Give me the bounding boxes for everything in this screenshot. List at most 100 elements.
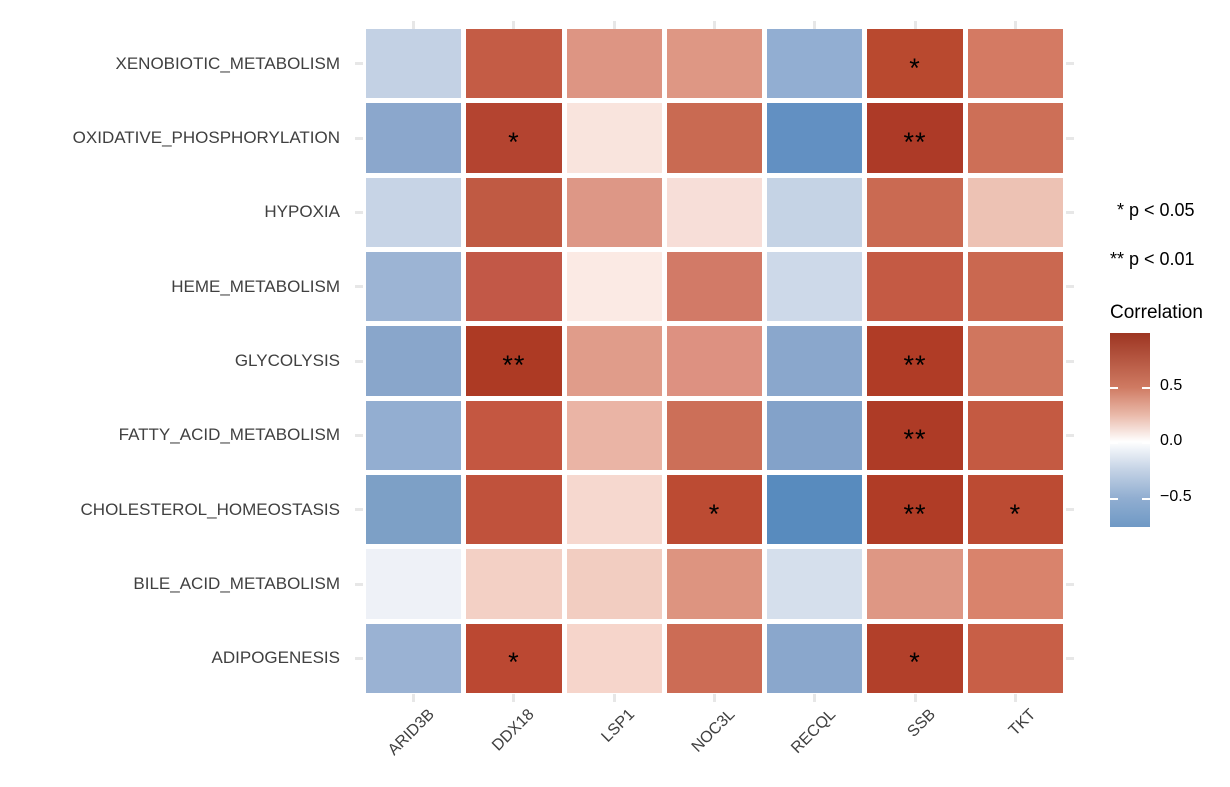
axis-tick-mark (1066, 62, 1074, 66)
pathway-label-glycolysis: GLYCOLYSIS (234, 350, 340, 370)
axis-tick-mark (412, 21, 416, 29)
pathway-label-cholesterol_homeostasis: CHOLESTEROL_HOMEOSTASIS (80, 499, 340, 519)
heatmap-cell-bile_acid_metabolism-ssb (867, 549, 963, 619)
heatmap-cell-xenobiotic_metabolism-lsp1 (566, 29, 662, 99)
axis-tick-mark (355, 433, 363, 437)
legend-sig-p05-text: p < 0.05 (1129, 200, 1195, 220)
heatmap-cell-xenobiotic_metabolism-arid3b (366, 29, 462, 99)
correlation-colorbar (1110, 333, 1150, 527)
axis-tick-mark (1066, 136, 1074, 140)
heatmap-cell-heme_metabolism-ssb (867, 252, 963, 322)
axis-tick-mark (612, 21, 616, 29)
legend-sig-p01: ** p < 0.01 (1098, 249, 1224, 270)
colorbar-tick-notch (1142, 387, 1150, 389)
pathway-axis-labels: XENOBIOTIC_METABOLISM OXIDATIVE_PHOSPHORY… (0, 29, 352, 693)
axis-tick-mark (512, 694, 516, 702)
axis-tick-mark (813, 694, 817, 702)
heatmap-cell-oxidative_phosphorylation-ddx18: * (466, 103, 562, 173)
axis-tick-mark (1013, 694, 1017, 702)
heatmap-cell-heme_metabolism-recql (767, 252, 863, 322)
pathway-label-hypoxia: HYPOXIA (264, 202, 340, 222)
heatmap-cell-heme_metabolism-tkt (967, 252, 1063, 322)
heatmap-cell-cholesterol_homeostasis-ssb: ** (867, 475, 963, 545)
heatmap-cell-heme_metabolism-arid3b (366, 252, 462, 322)
colorbar-tick-label: 0.0 (1160, 432, 1183, 449)
colorbar-tick-notch (1110, 442, 1118, 444)
heatmap-cell-heme_metabolism-noc3l (666, 252, 763, 322)
heatmap-cell-hypoxia-recql (767, 177, 863, 247)
gene-label-ddx18: DDX18 (489, 706, 538, 755)
heatmap-cell-bile_acid_metabolism-ddx18 (466, 549, 562, 619)
heatmap-cell-oxidative_phosphorylation-noc3l (666, 103, 763, 173)
heatmap-cell-glycolysis-lsp1 (566, 326, 662, 396)
axis-tick-mark (713, 694, 716, 702)
colorbar-tick-notch (1142, 442, 1150, 444)
colorbar-tick-notch (1110, 387, 1118, 389)
pathway-label-oxidative_phosphorylation: OXIDATIVE_PHOSPHORYLATION (72, 127, 340, 147)
heatmap-cell-glycolysis-noc3l (666, 326, 763, 396)
heatmap-cell-glycolysis-tkt (967, 326, 1063, 396)
colorbar-title: Correlation (1110, 302, 1203, 323)
legend-sig-p01-text: p < 0.01 (1129, 249, 1195, 269)
heatmap-cell-xenobiotic_metabolism-tkt (967, 29, 1063, 99)
heatmap-cell-adipogenesis-arid3b (366, 623, 462, 693)
heatmap-cell-hypoxia-ddx18 (466, 177, 562, 247)
heatmap-cell-fatty_acid_metabolism-recql (767, 400, 863, 470)
single-star-icon: * (1116, 200, 1124, 220)
heatmap-cell-heme_metabolism-lsp1 (566, 252, 662, 322)
heatmap-cell-adipogenesis-lsp1 (566, 623, 662, 693)
heatmap-cell-hypoxia-ssb (867, 177, 963, 247)
colorbar-tick-label: 0.5 (1160, 377, 1183, 394)
gene-label-lsp1: LSP1 (598, 706, 639, 746)
colorbar-tick-label: −0.5 (1160, 488, 1192, 505)
heatmap-cell-cholesterol_homeostasis-noc3l: * (666, 475, 763, 545)
axis-tick-mark (355, 285, 363, 289)
heatmap-cell-xenobiotic_metabolism-ddx18 (466, 29, 562, 99)
heatmap-cell-adipogenesis-ssb: * (867, 623, 963, 693)
heatmap-cell-cholesterol_homeostasis-ddx18 (466, 475, 562, 545)
heatmap-cell-bile_acid_metabolism-recql (767, 549, 863, 619)
axis-tick-mark (412, 694, 416, 702)
axis-tick-mark (813, 21, 817, 29)
pathway-label-heme_metabolism: HEME_METABOLISM (171, 276, 340, 296)
axis-tick-mark (1066, 582, 1074, 586)
gene-label-tkt: TKT (1005, 706, 1040, 740)
heatmap-panel: * * ** ** ** ** * ** * * * (366, 29, 1063, 693)
axis-tick-mark (355, 62, 363, 66)
heatmap-cell-adipogenesis-noc3l (666, 623, 763, 693)
axis-tick-mark (1013, 21, 1017, 29)
heatmap-cell-cholesterol_homeostasis-arid3b (366, 475, 462, 545)
axis-tick-mark (355, 210, 363, 214)
axis-tick-mark (913, 694, 917, 702)
axis-tick-mark (713, 21, 716, 29)
gene-label-noc3l: NOC3L (688, 706, 739, 756)
colorbar-tick-notch (1110, 498, 1118, 500)
axis-tick-mark (1066, 359, 1074, 363)
heatmap-cell-oxidative_phosphorylation-recql (767, 103, 863, 173)
axis-tick-mark (355, 508, 363, 512)
axis-tick-mark (913, 21, 917, 29)
gene-label-recql: RECQL (787, 706, 839, 758)
axis-tick-mark (355, 582, 363, 586)
heatmap-cell-oxidative_phosphorylation-arid3b (366, 103, 462, 173)
heatmap-cell-bile_acid_metabolism-arid3b (366, 549, 462, 619)
gene-label-ssb: SSB (904, 706, 940, 741)
pathway-label-fatty_acid_metabolism: FATTY_ACID_METABOLISM (118, 425, 340, 445)
heatmap-cell-glycolysis-ddx18: ** (466, 326, 562, 396)
colorbar-tick-notch (1142, 498, 1150, 500)
heatmap-cell-bile_acid_metabolism-noc3l (666, 549, 763, 619)
heatmap-cell-xenobiotic_metabolism-noc3l (666, 29, 763, 99)
heatmap-cell-fatty_acid_metabolism-tkt (967, 400, 1063, 470)
heatmap-cell-bile_acid_metabolism-lsp1 (566, 549, 662, 619)
axis-tick-mark (512, 21, 516, 29)
axis-tick-mark (1066, 210, 1074, 214)
heatmap-cell-hypoxia-arid3b (366, 177, 462, 247)
axis-tick-mark (1066, 656, 1074, 660)
axis-tick-mark (1066, 433, 1074, 437)
axis-tick-mark (355, 656, 363, 660)
pathway-label-bile_acid_metabolism: BILE_ACID_METABOLISM (133, 573, 340, 593)
heatmap-cell-fatty_acid_metabolism-lsp1 (566, 400, 662, 470)
pathway-label-adipogenesis: ADIPOGENESIS (211, 648, 340, 668)
axis-tick-mark (355, 136, 363, 140)
